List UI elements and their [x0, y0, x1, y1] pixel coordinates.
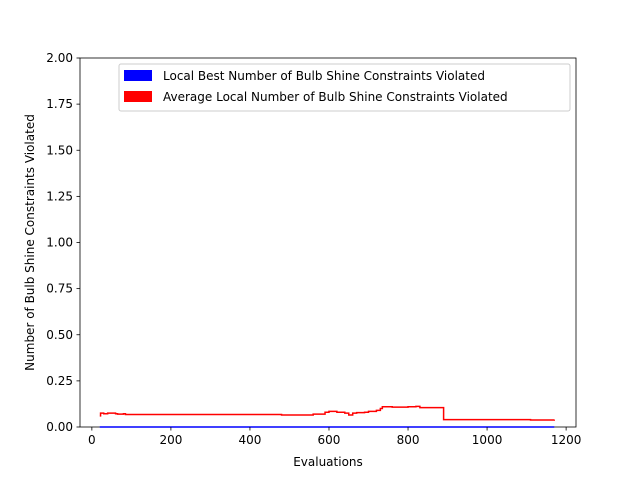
legend-swatch-1 [124, 70, 152, 81]
y-tick-label: 0.00 [46, 420, 73, 434]
x-tick-label: 1000 [472, 433, 503, 447]
y-tick-label: 1.75 [46, 97, 73, 111]
legend-label-2: Average Local Number of Bulb Shine Const… [163, 90, 508, 104]
series-layer [99, 405, 556, 428]
y-tick-label: 1.25 [46, 189, 73, 203]
y-tick-label: 1.00 [46, 236, 73, 250]
plot-border [79, 57, 577, 428]
legend-swatch-2 [124, 91, 152, 102]
legend-label-1: Local Best Number of Bulb Shine Constrai… [163, 69, 485, 83]
legend-box [118, 63, 571, 112]
axes-frame [79, 57, 577, 428]
y-axis-label: Number of Bulb Shine Constraints Violate… [23, 114, 37, 371]
y-tick-label: 0.25 [46, 374, 73, 388]
y-tick-label: 1.50 [46, 143, 73, 157]
x-tick-label: 1200 [551, 433, 582, 447]
legend: Local Best Number of Bulb Shine Constrai… [118, 63, 571, 112]
x-axis-label: Evaluations [293, 455, 363, 469]
x-tick-label: 600 [318, 433, 341, 447]
y-tick-label: 0.50 [46, 328, 73, 342]
ticks-layer: 0 200 400 600 800 1000 1200 0.00 0.25 0.50 0.75 1.0… [46, 51, 581, 447]
y-tick-label: 0.75 [46, 282, 73, 296]
x-tick-label: 200 [159, 433, 182, 447]
x-tick-label: 800 [397, 433, 420, 447]
series-line-2 [99, 405, 556, 421]
y-tick-label: 2.00 [46, 51, 73, 65]
x-tick-label: 400 [238, 433, 261, 447]
x-tick-label: 0 [88, 433, 96, 447]
